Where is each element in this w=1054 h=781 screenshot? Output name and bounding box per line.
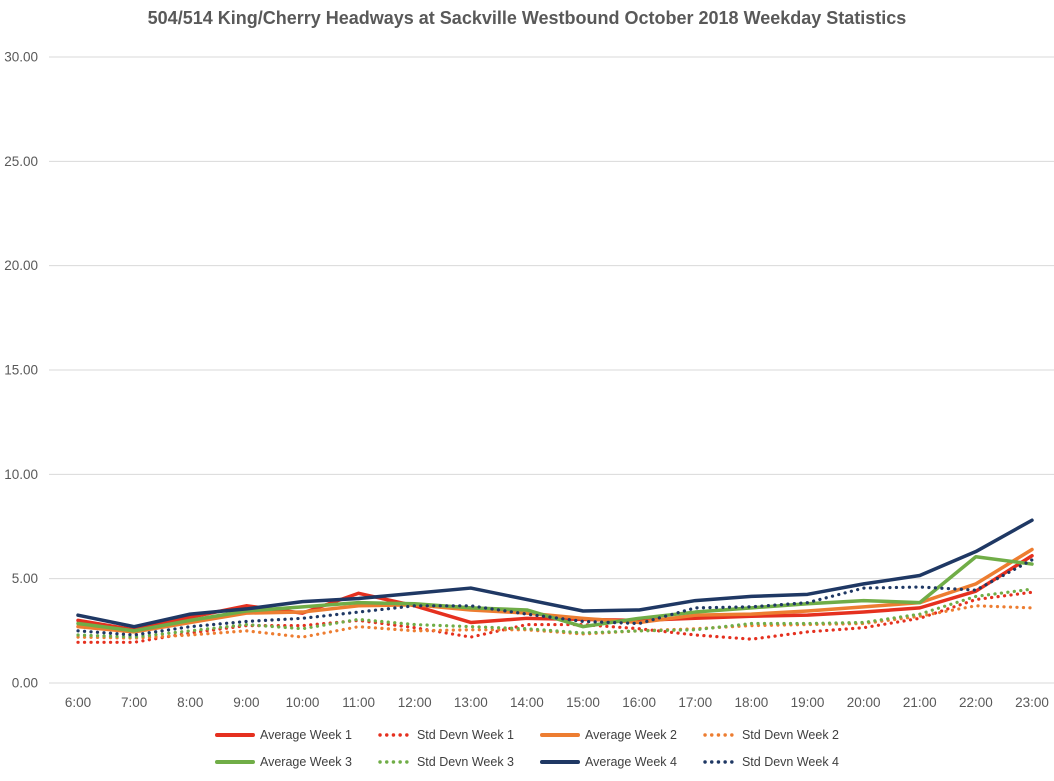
x-tick-label: 13:00: [454, 695, 488, 710]
x-tick-label: 10:00: [286, 695, 320, 710]
x-tick-label: 19:00: [791, 695, 825, 710]
legend-label: Std Devn Week 3: [416, 754, 514, 769]
x-tick-label: 9:00: [233, 695, 259, 710]
legend-label: Average Week 3: [259, 754, 352, 769]
y-tick-label: 0.00: [12, 676, 38, 691]
series-line-std-devn-week-4: [76, 558, 1034, 637]
series-line-std-devn-week-1: [76, 590, 1034, 644]
y-tick-label: 15.00: [4, 363, 38, 378]
legend-item-std-devn-week-3: Std Devn Week 3: [378, 755, 514, 769]
x-tick-label: 8:00: [177, 695, 203, 710]
x-tick-label: 14:00: [510, 695, 544, 710]
legend-label: Std Devn Week 1: [416, 727, 514, 742]
legend-item-average-week-3: Average Week 3: [214, 754, 352, 769]
legend-label: Std Devn Week 4: [741, 754, 840, 769]
legend-swatch-dotted-icon: [703, 759, 737, 764]
x-tick-label: 23:00: [1015, 695, 1049, 710]
x-tick-label: 12:00: [398, 695, 432, 710]
legend-label: Average Week 1: [259, 727, 352, 742]
legend-item-std-devn-week-2: Std Devn Week 2: [703, 728, 839, 742]
x-tick-label: 20:00: [847, 695, 881, 710]
legend-swatch-solid-icon: [214, 759, 255, 764]
x-tick-label: 16:00: [622, 695, 656, 710]
legend-item-std-devn-week-1: Std Devn Week 1: [378, 728, 514, 742]
x-tick-label: 18:00: [735, 695, 769, 710]
legend-row-2: Average Week 3 Std Devn Week 3 Average Wee…: [0, 748, 1054, 775]
legend-swatch-dotted-icon: [378, 759, 412, 764]
y-tick-label: 20.00: [4, 258, 38, 273]
legend-swatch-solid-icon: [540, 732, 580, 737]
x-tick-label: 7:00: [121, 695, 147, 710]
legend-item-average-week-4: Average Week 4: [540, 755, 677, 769]
legend-item-average-week-1: Average Week 1: [214, 727, 352, 742]
legend-label: Average Week 4: [585, 754, 677, 769]
x-tick-label: 6:00: [65, 695, 91, 710]
legend-swatch-dotted-icon: [703, 732, 737, 737]
legend-item-average-week-2: Average Week 2: [540, 728, 677, 742]
legend-swatch-dotted-icon: [378, 732, 412, 737]
legend-swatch-solid-icon: [540, 759, 580, 764]
y-tick-label: 10.00: [4, 467, 38, 482]
legend-swatch-solid-icon: [214, 732, 255, 737]
x-tick-label: 17:00: [678, 695, 712, 710]
y-tick-label: 5.00: [12, 571, 38, 586]
x-tick-label: 11:00: [342, 695, 375, 710]
legend-label: Std Devn Week 2: [741, 727, 840, 742]
series-line-average-week-4: [76, 518, 1034, 629]
legend-label: Average Week 2: [585, 727, 677, 742]
series-line-average-week-2: [76, 547, 1034, 634]
x-tick-label: 15:00: [566, 695, 600, 710]
legend-item-std-devn-week-4: Std Devn Week 4: [703, 755, 839, 769]
y-tick-label: 30.00: [4, 50, 38, 65]
legend-row-1: Average Week 1 Std Devn Week 1 Average Wee…: [0, 721, 1054, 748]
x-tick-label: 22:00: [959, 695, 993, 710]
legend: Average Week 1 Std Devn Week 1 Average Wee…: [0, 721, 1054, 775]
chart-title: 504/514 King/Cherry Headways at Sackvill…: [147, 8, 907, 28]
x-tick-label: 21:00: [903, 695, 937, 710]
y-tick-label: 25.00: [4, 154, 38, 169]
